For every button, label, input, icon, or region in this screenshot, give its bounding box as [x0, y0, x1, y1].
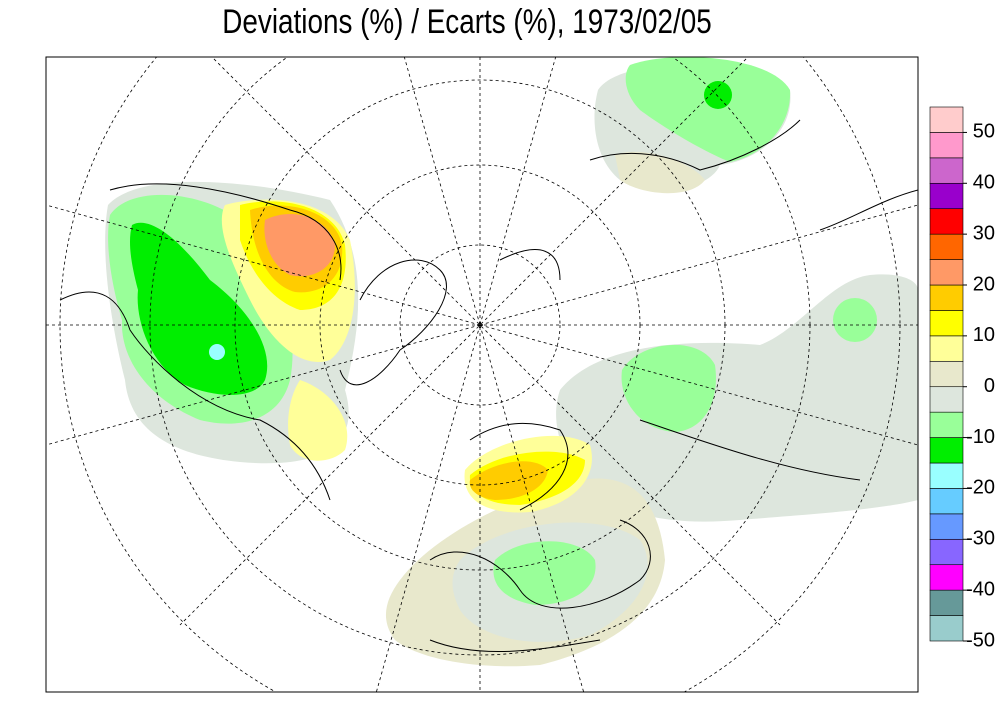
- colorbar-segment: [929, 564, 964, 591]
- colorbar-segment: [929, 335, 964, 362]
- anomaly-region: [469, 461, 548, 500]
- colorbar-tick-label: -20: [966, 477, 995, 499]
- meridian: [46, 57, 918, 692]
- title: Deviations (%) / Ecarts (%), 1973/02/05: [222, 2, 711, 40]
- anomaly-region: [130, 222, 268, 395]
- colorbar-segment: [929, 589, 964, 616]
- anomaly-region: [833, 298, 877, 342]
- colorbar-tick-label: -10: [966, 426, 995, 448]
- colorbar-segment: [929, 360, 964, 388]
- map-frame: [45, 56, 919, 693]
- colorbar: -50 -40 -30 -20 -10 0 10 20 30 40 50: [929, 106, 995, 651]
- anomaly-region: [625, 57, 791, 163]
- anomaly-region: [556, 274, 918, 522]
- colorbar-segment: [929, 259, 964, 286]
- colorbar-segment: [929, 488, 964, 515]
- colorbar-segment: [929, 615, 964, 642]
- colorbar-segment: [929, 310, 964, 337]
- anomaly-region: [615, 151, 705, 194]
- anomaly-region: [704, 81, 732, 109]
- colorbar-segment: [929, 386, 964, 413]
- colorbar-segment: [929, 106, 964, 133]
- colorbar-segment: [929, 462, 964, 489]
- colorbar-segment: [929, 132, 964, 159]
- colorbar-segment: [929, 284, 964, 311]
- colorbar-segment: [929, 208, 964, 235]
- latitude-circle: [399, 244, 561, 406]
- colorbar-tick-label: 10: [973, 324, 995, 346]
- colorbar-segment: [929, 513, 964, 540]
- colorbar-segment: [929, 411, 964, 438]
- anomaly-region: [621, 344, 716, 432]
- colorbar-segment: [929, 182, 964, 210]
- colorbar-segment: [929, 157, 964, 184]
- colorbar-segment: [929, 538, 964, 566]
- colorbar-tick-label: 40: [973, 172, 995, 194]
- colorbar-tick-label: 0: [984, 375, 995, 397]
- colorbar-tick-label: 30: [973, 222, 995, 244]
- colorbar-segment: [929, 233, 964, 260]
- colorbar-tick-label: 50: [973, 121, 995, 143]
- colorbar-tick-label: -50: [966, 629, 995, 651]
- anomaly-region: [288, 380, 348, 461]
- anomaly-region: [209, 344, 225, 360]
- coastline: [59, 119, 918, 653]
- colorbar-tick-label: -40: [966, 578, 995, 600]
- colorbar-tick-label: 20: [973, 273, 995, 295]
- map: [45, 56, 919, 693]
- colorbar-tick-label: -30: [966, 528, 995, 550]
- colorbar-segment: [929, 437, 964, 464]
- anomaly-region: [264, 214, 335, 277]
